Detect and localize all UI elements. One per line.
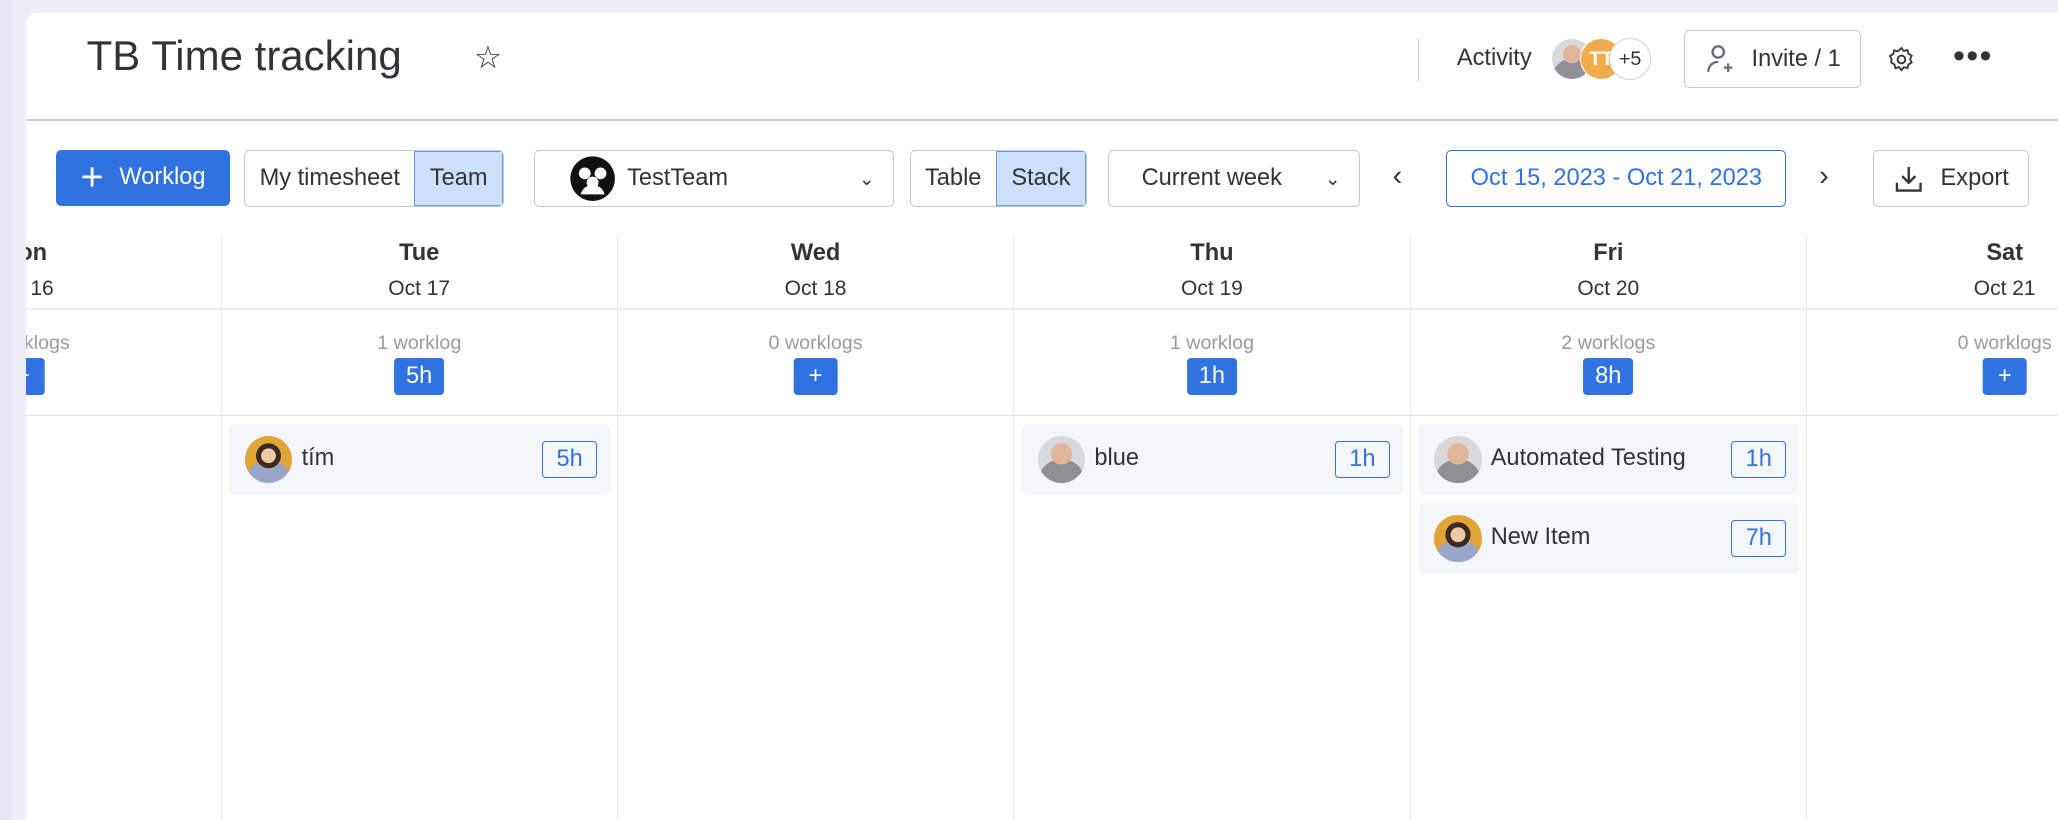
day-name: Mon bbox=[26, 240, 48, 267]
layout-toggle: Table Stack bbox=[909, 149, 1087, 208]
worklog-hours[interactable]: 7h bbox=[1731, 519, 1786, 557]
day-column-fri: Fri Oct 20 2 worklogs 8h Automated Testi… bbox=[1409, 236, 1806, 820]
day-date: Oct 19 bbox=[1181, 276, 1243, 300]
row-divider bbox=[1807, 308, 2058, 310]
day-column-tue: Tue Oct 17 1 worklog 5h tím 5h bbox=[220, 236, 617, 820]
day-total-badge[interactable]: 1h bbox=[1186, 358, 1237, 396]
row-divider bbox=[1014, 414, 1410, 417]
avatar bbox=[1037, 435, 1086, 483]
worklog-label: Worklog bbox=[119, 164, 206, 191]
download-icon bbox=[1896, 166, 1923, 192]
row-divider bbox=[1410, 414, 1806, 417]
worklog-card[interactable]: Automated Testing 1h bbox=[1418, 423, 1800, 495]
add-worklog-day-button[interactable]: + bbox=[793, 358, 838, 396]
avatar bbox=[1434, 435, 1482, 483]
period-select[interactable]: Current week ⌄ bbox=[1107, 149, 1360, 208]
day-column-mon: Mon Oct 16 0 worklogs + bbox=[26, 236, 221, 820]
chevron-down-icon: ⌄ bbox=[1324, 167, 1341, 189]
day-date: Oct 18 bbox=[784, 276, 847, 300]
add-worklog-day-button[interactable]: + bbox=[26, 358, 46, 396]
view-toggle: My timesheet Team bbox=[244, 149, 504, 208]
day-column-sat: Sat Oct 21 0 worklogs + bbox=[1806, 236, 2058, 820]
row-divider bbox=[617, 308, 1014, 310]
day-name: Sat bbox=[1986, 240, 2024, 267]
header-divider bbox=[26, 119, 2058, 121]
divider bbox=[1417, 39, 1419, 82]
invite-button[interactable]: Invite / 1 bbox=[1683, 30, 1862, 88]
row-divider bbox=[221, 414, 617, 417]
row-divider bbox=[1410, 308, 1806, 310]
worklog-name: Automated Testing bbox=[1490, 444, 1686, 471]
row-divider bbox=[221, 308, 617, 310]
day-date: Oct 17 bbox=[388, 276, 451, 300]
add-person-icon bbox=[1707, 45, 1733, 72]
worklog-count: 0 worklogs bbox=[26, 332, 70, 355]
export-label: Export bbox=[1940, 165, 2009, 191]
worklog-hours[interactable]: 1h bbox=[1335, 441, 1390, 478]
worklog-name: blue bbox=[1094, 444, 1139, 471]
team-icon bbox=[570, 156, 616, 201]
worklog-count: 0 worklogs bbox=[1957, 332, 2052, 355]
date-range-picker[interactable]: Oct 15, 2023 - Oct 21, 2023 bbox=[1446, 149, 1787, 208]
day-total-badge[interactable]: 5h bbox=[394, 358, 445, 396]
period-select-value: Current week bbox=[1141, 165, 1282, 191]
row-divider bbox=[1014, 308, 1410, 310]
plus-icon: + bbox=[80, 155, 104, 200]
prev-week-button[interactable]: ‹ bbox=[1392, 160, 1403, 193]
gear-icon[interactable] bbox=[1887, 45, 1916, 74]
tab-my-timesheet[interactable]: My timesheet bbox=[259, 165, 400, 191]
day-date: Oct 20 bbox=[1577, 276, 1640, 300]
day-name: Tue bbox=[399, 240, 440, 267]
day-name: Fri bbox=[1593, 240, 1624, 267]
row-divider bbox=[1807, 414, 2058, 417]
more-dots-icon[interactable]: ••• bbox=[1953, 36, 1993, 75]
star-icon[interactable]: ☆ bbox=[473, 39, 503, 76]
worklog-name: tím bbox=[301, 444, 335, 471]
day-date: Oct 21 bbox=[1973, 276, 2036, 300]
row-divider bbox=[26, 414, 221, 417]
row-divider bbox=[617, 414, 1014, 417]
tab-team[interactable]: Team bbox=[414, 150, 503, 207]
tab-stack[interactable]: Stack bbox=[995, 150, 1086, 207]
day-date: Oct 16 bbox=[26, 276, 54, 300]
worklog-card[interactable]: New Item 7h bbox=[1418, 502, 1800, 574]
team-select[interactable]: TestTeam ⌄ bbox=[534, 149, 894, 208]
worklog-count: 0 worklogs bbox=[768, 332, 863, 355]
invite-label: Invite / 1 bbox=[1751, 45, 1841, 72]
day-column-wed: Wed Oct 18 0 worklogs + bbox=[616, 236, 1014, 820]
export-button[interactable]: Export bbox=[1872, 149, 2030, 208]
activity-link[interactable]: Activity bbox=[1456, 44, 1532, 71]
more-members-badge[interactable]: +5 bbox=[1609, 38, 1652, 81]
add-worklog-button[interactable]: + Worklog bbox=[56, 149, 230, 207]
main-panel: TB Time tracking ☆ Activity TT +5 Invite… bbox=[26, 13, 2058, 820]
day-name: Wed bbox=[790, 240, 841, 267]
day-name: Thu bbox=[1190, 240, 1234, 267]
next-week-button[interactable]: › bbox=[1819, 160, 1829, 193]
tab-table[interactable]: Table bbox=[925, 165, 982, 191]
worklog-card[interactable]: blue 1h bbox=[1022, 423, 1403, 495]
day-total-badge[interactable]: 8h bbox=[1583, 358, 1634, 396]
team-select-value: TestTeam bbox=[627, 165, 729, 191]
worklog-count: 2 worklogs bbox=[1561, 332, 1656, 355]
add-worklog-day-button[interactable]: + bbox=[1982, 358, 2027, 396]
row-divider bbox=[26, 308, 221, 310]
sidebar-edge bbox=[0, 0, 11, 820]
worklog-count: 1 worklog bbox=[377, 332, 462, 355]
chevron-down-icon: ⌄ bbox=[859, 167, 875, 189]
worklog-hours[interactable]: 5h bbox=[542, 441, 597, 478]
worklog-hours[interactable]: 1h bbox=[1731, 441, 1786, 478]
avatar bbox=[1434, 514, 1482, 562]
worklog-card[interactable]: tím 5h bbox=[229, 423, 610, 495]
worklog-count: 1 worklog bbox=[1169, 332, 1255, 355]
avatar bbox=[245, 435, 293, 483]
day-column-thu: Thu Oct 19 1 worklog 1h blue 1h bbox=[1013, 236, 1410, 820]
page-title: TB Time tracking bbox=[86, 31, 402, 79]
worklog-name: New Item bbox=[1490, 523, 1591, 550]
